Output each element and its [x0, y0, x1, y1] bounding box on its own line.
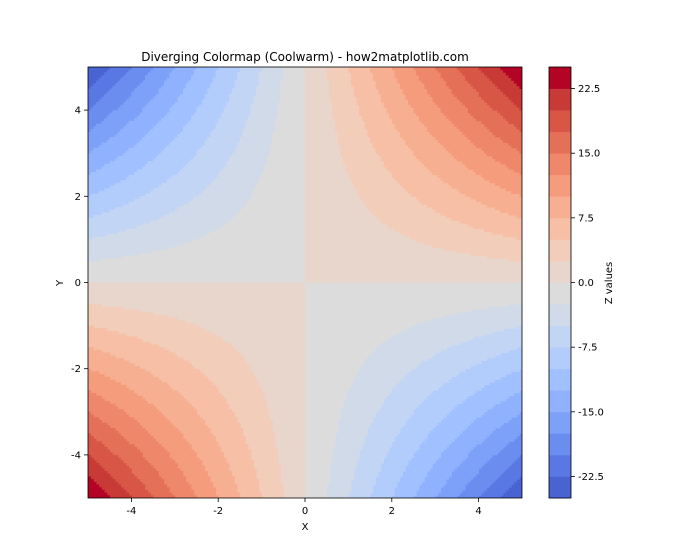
chart-title: Diverging Colormap (Coolwarm) - how2matp…	[141, 50, 469, 64]
colorbar-segment	[549, 110, 571, 133]
plot-area	[88, 67, 522, 498]
y-tick-label: 0	[75, 278, 81, 289]
colorbar-tick-label: 22.5	[578, 84, 600, 95]
x-axis-label: X	[302, 522, 309, 533]
colorbar	[549, 67, 571, 499]
colorbar-tick-label: -15.0	[578, 407, 604, 418]
y-axis: -4 -2 0 2 4	[71, 106, 88, 461]
colorbar-tick-label: 15.0	[578, 149, 600, 160]
x-tick-label: 2	[389, 506, 395, 517]
y-tick-label: -4	[71, 450, 81, 461]
colorbar-segment	[549, 282, 571, 305]
colorbar-segment	[549, 131, 571, 154]
colorbar-segment	[549, 390, 571, 413]
contour-band	[88, 67, 522, 498]
colorbar-segment	[549, 476, 571, 499]
contour-band	[88, 67, 522, 498]
contour-band	[88, 67, 522, 498]
colorbar-tick-label: -7.5	[578, 343, 598, 354]
colorbar-segment	[549, 217, 571, 240]
colorbar-tick-label: 7.5	[578, 213, 594, 224]
colorbar-segment	[549, 174, 571, 197]
x-tick-label: -2	[213, 506, 223, 517]
colorbar-segment	[549, 196, 571, 219]
colorbar-segment	[549, 325, 571, 348]
colorbar-segment	[549, 67, 571, 89]
y-tick-label: 4	[75, 106, 81, 117]
x-tick-label: 0	[302, 506, 308, 517]
x-tick-label: 4	[475, 506, 481, 517]
colorbar-segment	[549, 454, 571, 477]
colorbar-segment	[549, 88, 571, 111]
colorbar-segment	[549, 347, 571, 370]
colorbar-segment	[549, 153, 571, 176]
colorbar-segment	[549, 368, 571, 391]
y-tick-label: -2	[71, 364, 81, 375]
colorbar-tick-label: 0.0	[578, 278, 594, 289]
colorbar-segment	[549, 433, 571, 456]
colorbar-segment	[549, 260, 571, 283]
x-tick-label: -4	[126, 506, 136, 517]
colorbar-segment	[549, 411, 571, 434]
colorbar-segment	[549, 239, 571, 262]
x-axis: -4 -2 0 2 4	[126, 498, 482, 517]
colorbar-axis: -22.5 -15.0 -7.5 0.0 7.5 15.0 22.5	[571, 84, 604, 483]
colorbar-label: Z values	[604, 262, 615, 305]
contour-band	[88, 67, 522, 498]
y-tick-label: 2	[75, 192, 81, 203]
contour-band	[88, 67, 522, 498]
colorbar-tick-label: -22.5	[578, 472, 604, 483]
colorbar-segment	[549, 304, 571, 326]
y-axis-label: Y	[55, 279, 66, 287]
